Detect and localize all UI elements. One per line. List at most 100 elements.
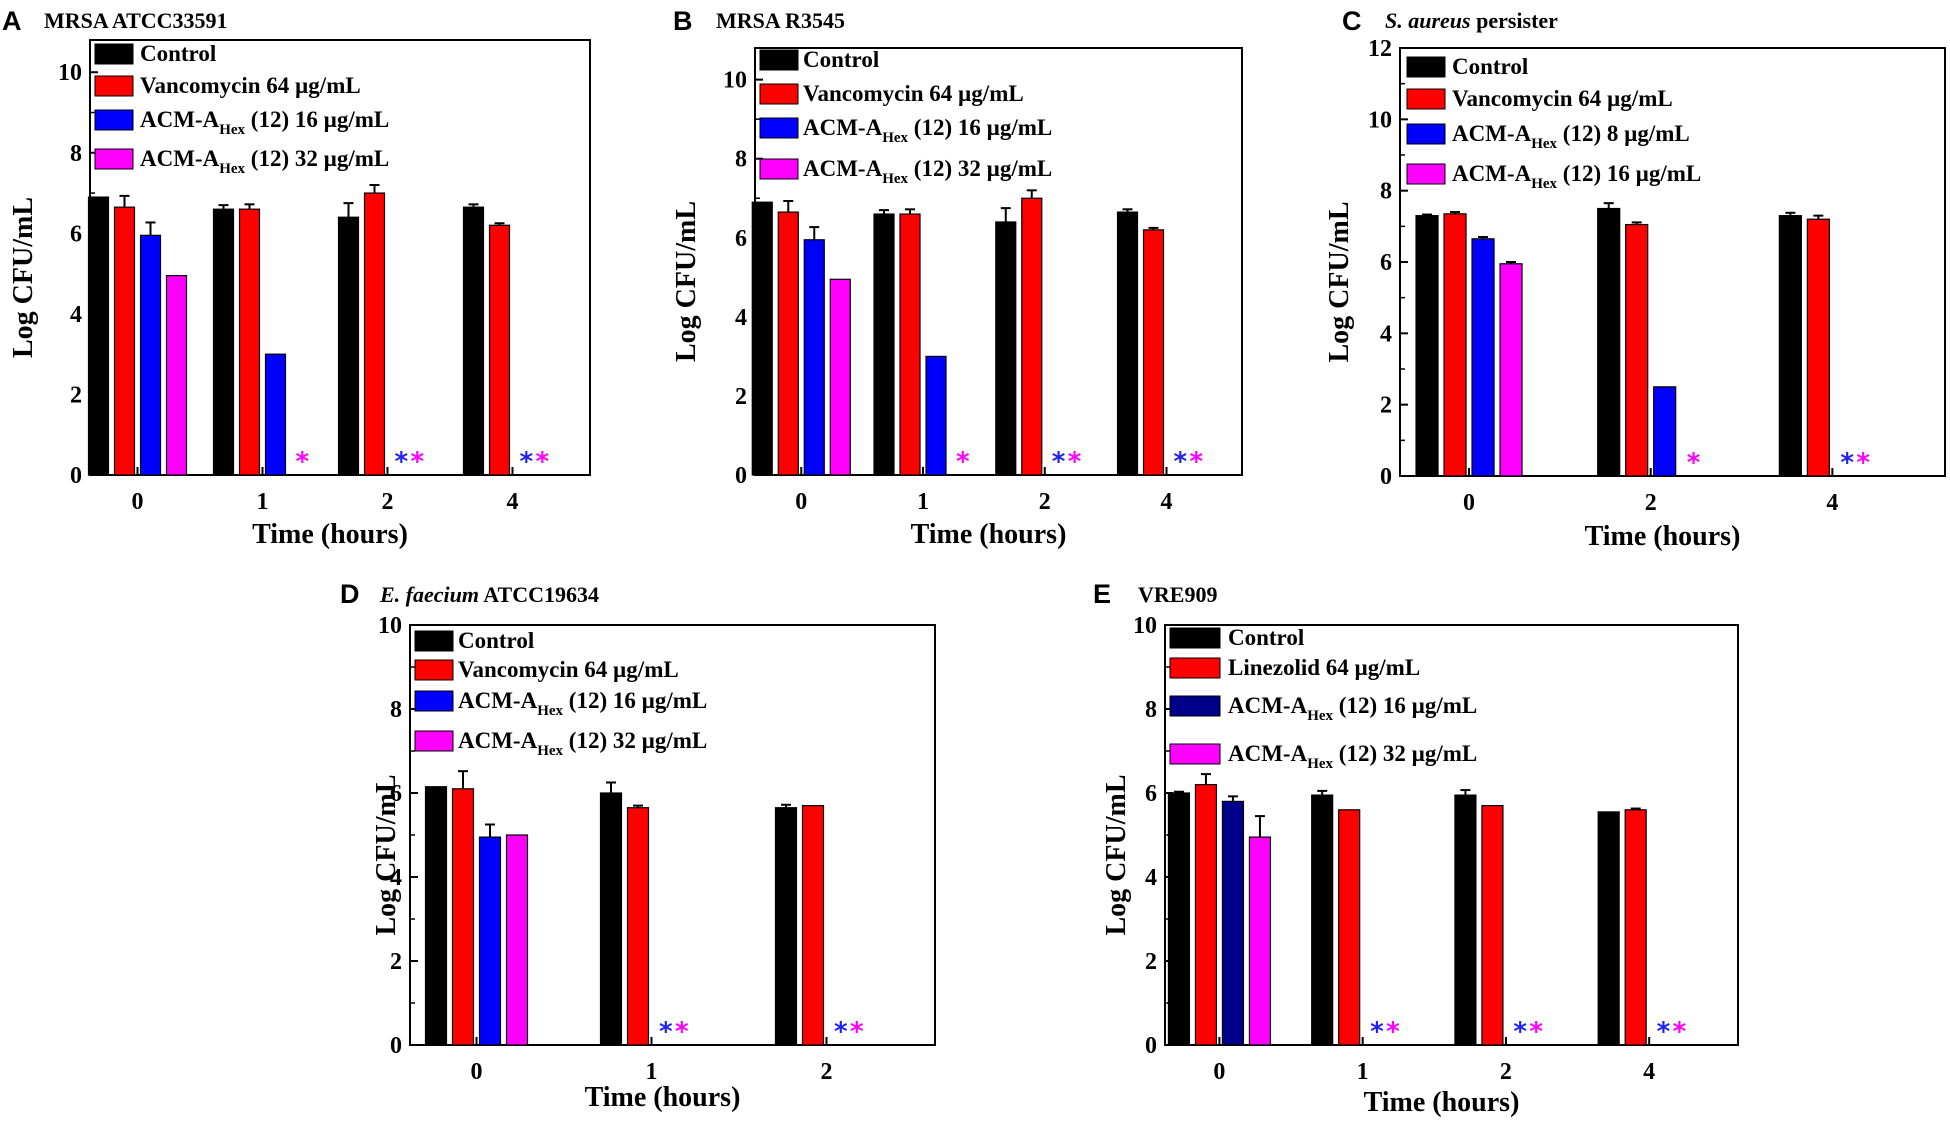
y-tick-label: 0 xyxy=(70,463,82,489)
legend-swatch xyxy=(94,43,134,65)
x-tick-label: 1 xyxy=(257,489,269,515)
x-axis-label: Time (hours) xyxy=(252,519,408,550)
bar xyxy=(1116,211,1139,476)
significance-star: * xyxy=(659,1017,673,1047)
bar xyxy=(424,786,448,1046)
bar xyxy=(165,275,188,476)
panel-letter: B xyxy=(673,6,693,36)
x-axis-label: Time (hours) xyxy=(585,1082,741,1113)
legend-swatch xyxy=(1169,743,1221,765)
bar xyxy=(337,216,360,476)
legend-label: Vancomycin 64 µg/mL xyxy=(140,73,361,98)
x-tick-label: 4 xyxy=(507,489,519,515)
bar xyxy=(1778,215,1802,477)
y-tick-label: 2 xyxy=(70,382,82,408)
bar xyxy=(1443,213,1467,477)
panel-title: MRSA R3545 xyxy=(716,8,845,33)
bar xyxy=(1021,197,1043,476)
legend-swatch xyxy=(414,730,454,752)
bar xyxy=(1142,229,1165,476)
bar xyxy=(995,221,1017,476)
legend-swatch xyxy=(414,659,454,681)
significance-star: * xyxy=(536,447,550,477)
x-axis-label: Time (hours) xyxy=(911,519,1067,550)
legend-suffix: (12) 16 µg/mL xyxy=(1333,693,1477,718)
legend-swatch xyxy=(759,49,799,71)
significance-star: * xyxy=(1687,448,1701,478)
y-tick-label: 2 xyxy=(390,949,402,975)
legend-label: ACM-AHex (12) 16 µg/mL xyxy=(1452,161,1701,192)
legend-swatch xyxy=(1169,627,1221,649)
legend-suffix: (12) 16 µg/mL xyxy=(1557,161,1701,186)
y-tick-label: 2 xyxy=(1145,949,1157,975)
legend-name: Vancomycin 64 µg/mL xyxy=(803,81,1024,106)
y-axis-label: Log CFU/mL xyxy=(8,197,39,358)
significance-star: * xyxy=(1840,448,1854,478)
significance-star: * xyxy=(296,447,310,477)
legend-subscript: Hex xyxy=(219,122,245,138)
legend-name: ACM-A xyxy=(1228,693,1308,718)
legend-swatch xyxy=(1169,695,1221,717)
legend-subscript: Hex xyxy=(1531,136,1557,152)
y-tick-label: 0 xyxy=(1145,1033,1157,1059)
significance-star: * xyxy=(1370,1017,1384,1047)
legend-swatch xyxy=(414,690,454,712)
bar xyxy=(1471,238,1495,477)
legend-suffix: (12) 32 µg/mL xyxy=(245,146,389,171)
legend-name: Control xyxy=(1452,54,1528,79)
legend-name: ACM-A xyxy=(140,107,220,132)
legend-subscript: Hex xyxy=(1531,176,1557,192)
y-tick-label: 6 xyxy=(390,781,402,807)
legend-swatch xyxy=(94,75,134,97)
y-tick-label: 8 xyxy=(70,141,82,167)
legend-label: ACM-AHex (12) 32 µg/mL xyxy=(1228,741,1477,772)
panel-title: S. aureus persister xyxy=(1385,8,1558,33)
y-tick-label: 12 xyxy=(1368,36,1392,62)
y-axis-label: Log CFU/mL xyxy=(1324,202,1355,363)
legend-subscript: Hex xyxy=(219,161,245,177)
legend-name: ACM-A xyxy=(1452,161,1532,186)
x-tick-label: 1 xyxy=(917,489,929,515)
bar xyxy=(925,355,947,476)
legend-label: ACM-AHex (12) 8 µg/mL xyxy=(1452,121,1690,152)
significance-star: * xyxy=(1190,447,1204,477)
bar xyxy=(1167,792,1191,1046)
y-tick-label: 6 xyxy=(735,226,747,252)
legend-swatch xyxy=(759,83,799,105)
y-tick-label: 10 xyxy=(58,60,82,86)
legend-label: ACM-AHex (12) 16 µg/mL xyxy=(140,107,389,138)
y-tick-label: 4 xyxy=(70,302,82,328)
panel-title-text: ATCC19634 xyxy=(479,582,599,607)
legend-swatch xyxy=(759,117,799,139)
legend-swatch xyxy=(759,158,799,180)
legend-name: ACM-A xyxy=(803,115,883,140)
legend-swatch xyxy=(94,109,134,131)
legend-name: ACM-A xyxy=(1452,121,1532,146)
y-tick-label: 2 xyxy=(735,384,747,410)
legend-subscript: Hex xyxy=(537,743,563,759)
legend-name: Linezolid 64 µg/mL xyxy=(1228,655,1420,680)
significance-star: * xyxy=(1174,447,1188,477)
legend-subscript: Hex xyxy=(882,171,908,187)
panel-title-text: persister xyxy=(1471,8,1559,33)
panel-title-text: MRSA ATCC33591 xyxy=(44,8,228,33)
bar xyxy=(113,206,136,476)
y-tick-label: 8 xyxy=(1380,179,1392,205)
legend-name: ACM-A xyxy=(458,728,538,753)
bar xyxy=(774,807,798,1046)
legend-name: Control xyxy=(1228,625,1304,650)
bar xyxy=(1454,794,1477,1046)
significance-star: * xyxy=(1513,1017,1527,1047)
bar xyxy=(212,208,235,476)
bar xyxy=(599,792,623,1046)
legend-label: ACM-AHex (12) 16 µg/mL xyxy=(1228,693,1477,724)
bar xyxy=(777,211,799,476)
significance-star: * xyxy=(1657,1017,1671,1047)
legend-label: Vancomycin 64 µg/mL xyxy=(1452,86,1673,111)
legend-subscript: Hex xyxy=(1307,708,1333,724)
bar xyxy=(1597,207,1621,477)
y-tick-label: 10 xyxy=(378,613,402,639)
bar xyxy=(139,234,162,476)
y-tick-label: 10 xyxy=(1133,613,1157,639)
